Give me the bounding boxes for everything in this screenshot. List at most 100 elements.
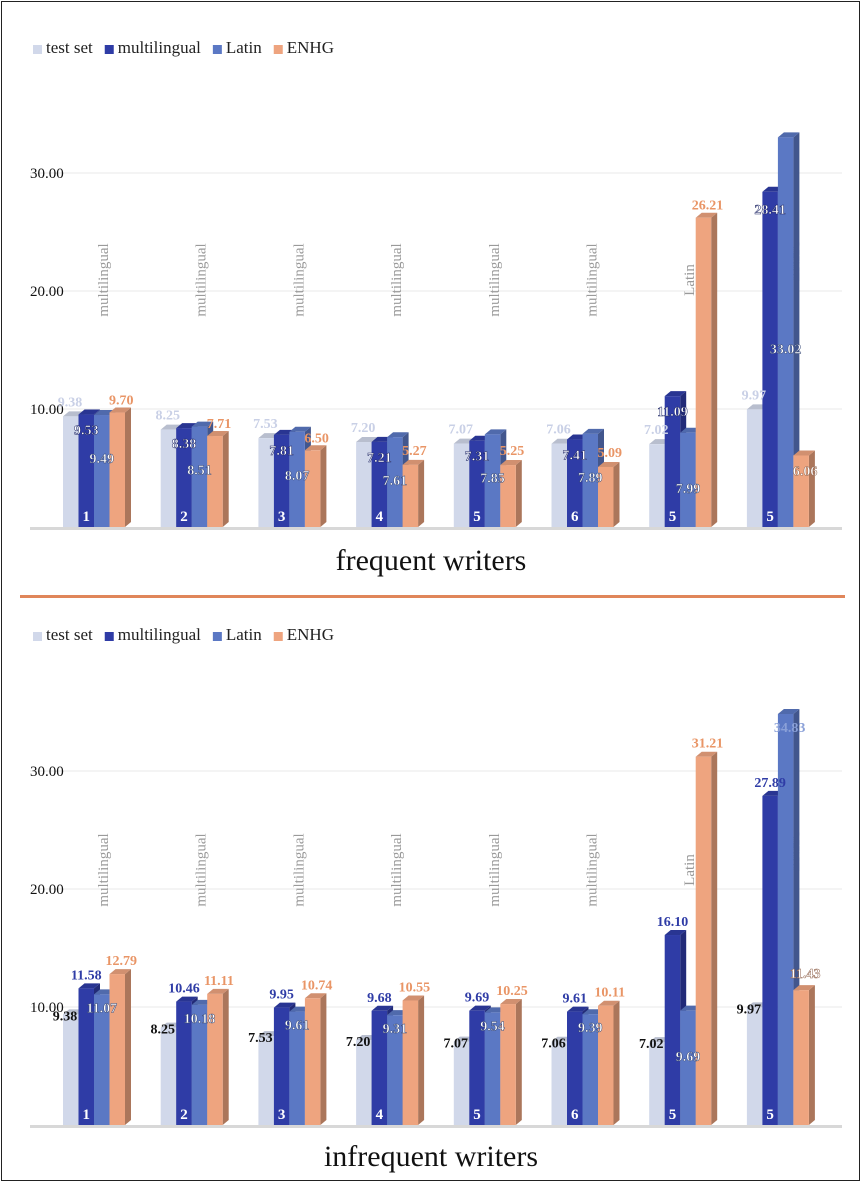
bar-group-3: multilingual 3 7.53 9.95 9.61 10.74 <box>248 833 332 1125</box>
bar-side-enhg <box>711 751 718 1125</box>
value-label-multilingual: 10.46 <box>168 982 200 997</box>
value-label-multilingual: 8.38 <box>172 437 197 452</box>
y-tick-label: 20.00 <box>30 882 64 898</box>
bar-group-6: multilingual 6 7.06 7.41 7.89 5.09 <box>546 243 622 527</box>
bar-test-set <box>453 1041 470 1125</box>
bar-enhg <box>304 998 321 1125</box>
bar-enhg <box>207 436 223 527</box>
bar-group-6: multilingual 6 7.06 9.61 9.39 10.11 <box>541 833 625 1125</box>
value-label-enhg: 6.06 <box>793 464 818 479</box>
bar-group-5: multilingual 5 7.07 9.69 9.54 10.25 <box>444 833 528 1125</box>
bar-side-enhg <box>711 212 718 528</box>
value-label-enhg: 10.11 <box>594 986 625 1001</box>
value-label-multilingual: 9.61 <box>563 992 588 1007</box>
bar-enhg <box>109 974 125 1125</box>
legend-label-test-set: test set <box>46 625 93 644</box>
x-axis-baseline <box>30 1125 842 1128</box>
value-label-latin: 9.61 <box>285 1019 310 1034</box>
bar-latin <box>387 1015 403 1125</box>
bar-test-set <box>649 1042 665 1125</box>
value-label-test-set: 9.97 <box>737 1002 762 1017</box>
value-label-test-set: 9.38 <box>53 1009 78 1024</box>
bar-top-latin <box>484 429 507 435</box>
x-axis-baseline <box>30 527 842 530</box>
bar-top-enhg <box>304 445 327 451</box>
bar-multilingual <box>176 1001 192 1125</box>
bar-group-2: multilingual 2 8.25 10.46 10.18 11.11 <box>150 833 234 1125</box>
bar-multilingual <box>762 191 778 527</box>
bar-latin <box>484 1012 501 1125</box>
bar-top-enhg <box>695 751 718 757</box>
bar-top-latin <box>387 432 409 438</box>
bar-test-set <box>453 443 470 527</box>
bar-side-enhg <box>125 407 131 527</box>
value-label-test-set: 7.02 <box>644 423 669 438</box>
y-tick-label: 30.00 <box>30 764 64 780</box>
bar-enhg <box>598 1005 614 1125</box>
bar-side-enhg <box>808 985 815 1125</box>
group-number-label: 5 <box>766 1107 774 1123</box>
value-label-multilingual: 9.53 <box>74 424 99 439</box>
group-number-label: 4 <box>376 509 384 525</box>
bar-latin <box>191 1004 208 1125</box>
value-label-test-set: 7.20 <box>346 1035 371 1050</box>
bar-latin <box>94 415 110 527</box>
group-annotation: Latin <box>682 854 698 886</box>
chart-infrequent-writers: test set multilingual Latin ENHG 10.00 20.00 3… <box>30 625 842 1173</box>
bar-side-enhg <box>418 459 425 527</box>
legend: test set multilingual Latin ENHG <box>33 38 334 57</box>
bar-top-enhg <box>598 461 620 467</box>
chart-caption: infrequent writers <box>324 1140 538 1173</box>
value-label-test-set: 7.20 <box>351 421 376 436</box>
bar-group-4: multilingual 4 7.20 9.68 9.31 10.55 <box>346 833 430 1125</box>
bar-enhg <box>793 990 809 1125</box>
group-annotation: multilingual <box>194 833 210 906</box>
value-label-test-set: 9.38 <box>58 395 83 410</box>
value-label-enhg: 11.11 <box>204 974 234 989</box>
bar-test-set <box>258 1036 274 1125</box>
value-label-multilingual: 16.10 <box>657 915 689 930</box>
value-label-latin: 34.83 <box>774 721 806 736</box>
bar-enhg <box>109 412 125 527</box>
bar-multilingual <box>78 988 94 1125</box>
value-label-enhg: 12.79 <box>106 954 138 969</box>
legend-label-enhg: ENHG <box>287 625 334 644</box>
value-label-latin: 8.07 <box>285 469 310 484</box>
bar-top-enhg <box>500 999 522 1005</box>
value-label-enhg: 11.43 <box>790 967 821 982</box>
value-label-latin: 7.89 <box>578 471 603 486</box>
bar-multilingual <box>567 1011 583 1125</box>
bar-latin <box>680 432 696 527</box>
bar-top-enhg <box>793 985 815 991</box>
value-label-multilingual: 11.58 <box>71 968 102 983</box>
bar-enhg <box>500 465 516 527</box>
bar-latin <box>289 1011 305 1125</box>
y-tick-label: 10.00 <box>30 1000 64 1016</box>
bar-latin <box>582 433 598 527</box>
bar-top-enhg <box>207 431 229 437</box>
value-label-test-set: 7.06 <box>541 1037 566 1052</box>
bar-group-3: multilingual 3 7.53 7.81 8.07 6.50 <box>253 243 329 527</box>
group-annotation: multilingual <box>96 243 112 316</box>
bar-test-set <box>746 1007 763 1125</box>
value-label-enhg: 5.25 <box>500 444 525 459</box>
bar-enhg <box>793 455 809 527</box>
value-label-latin: 7.61 <box>383 474 408 489</box>
bar-group-1: multilingual 1 9.38 11.58 11.07 12.79 <box>53 833 137 1125</box>
bar-test-set <box>160 429 177 527</box>
bar-test-set <box>551 443 567 527</box>
value-label-enhg: 31.21 <box>692 737 724 752</box>
value-label-latin: 9.31 <box>383 1022 408 1037</box>
group-number-label: 5 <box>473 1107 481 1123</box>
value-label-latin: 9.49 <box>90 452 115 467</box>
bar-group-4: multilingual 4 7.20 7.21 7.61 5.27 <box>351 243 427 527</box>
bar-latin <box>94 994 110 1125</box>
bar-enhg <box>304 450 321 527</box>
bar-test-set <box>160 1027 177 1125</box>
value-label-multilingual: 7.21 <box>367 451 392 466</box>
bar-side-enhg <box>515 999 522 1125</box>
legend-label-latin: Latin <box>226 38 262 57</box>
bar-top-enhg <box>598 1000 620 1006</box>
group-annotation: multilingual <box>487 833 503 906</box>
